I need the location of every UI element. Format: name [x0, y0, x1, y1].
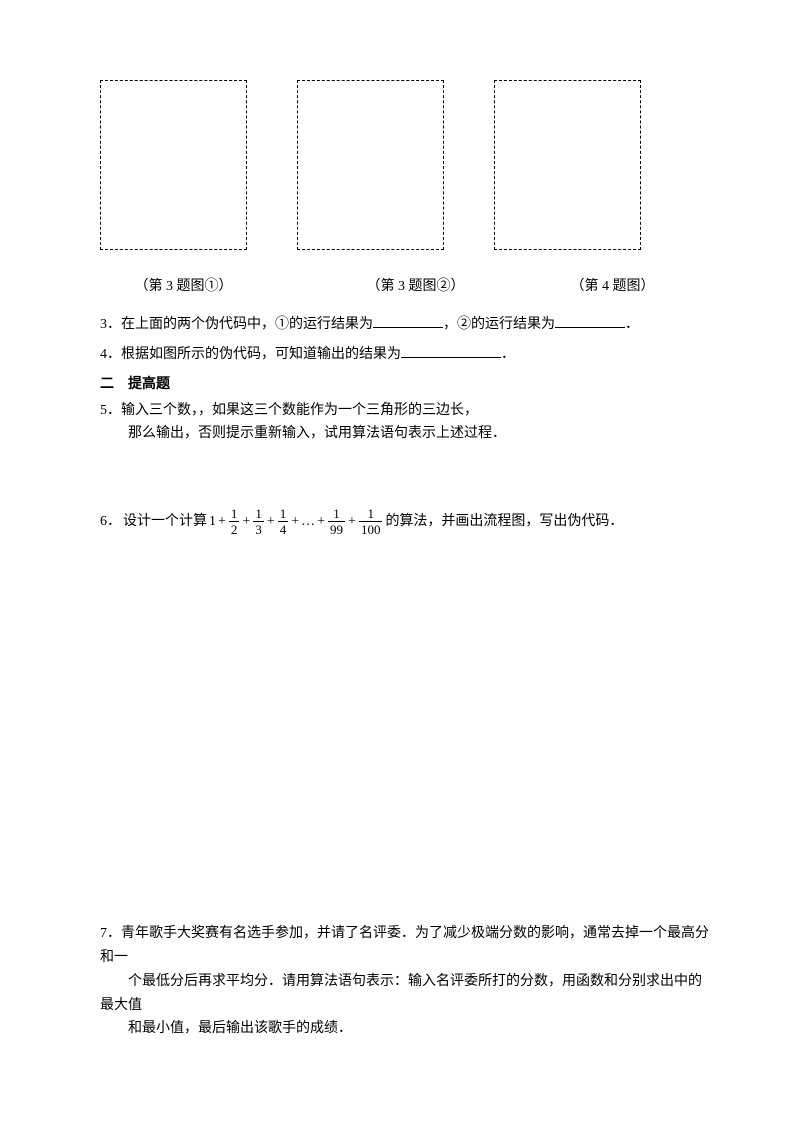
q3-text-c: ．: [625, 317, 639, 332]
dashed-box-2: [297, 80, 444, 250]
q6-f2-num: 1: [253, 507, 264, 521]
q7-line2: 个最低分后再求平均分．请用算法语句表示：输入名评委所打的分数，用函数和分别求出中…: [100, 974, 702, 1013]
q6-f5-den: 100: [359, 521, 383, 536]
q6-f1-num: 1: [229, 507, 240, 521]
q6-dots: …: [301, 510, 315, 534]
q7-line1: 青年歌手大奖赛有名选手参加，并请了名评委．为了减少极端分数的影响，通常去掉一个最…: [100, 926, 709, 965]
q3-blank-2: [555, 314, 625, 328]
caption-q4: （第 4 题图）: [539, 275, 686, 295]
dashed-box-1: [100, 80, 247, 250]
q6-frac-4: 199: [328, 507, 345, 536]
q5-number: 5．: [100, 403, 121, 418]
captions-row: （第 3 题图①） （第 3 题图②） （第 4 题图）: [100, 275, 710, 295]
q6-frac-1: 12: [229, 507, 240, 536]
caption-q3-1: （第 3 题图①）: [110, 275, 257, 295]
q5-line1: 输入三个数，，如果这三个数能作为一个三角形的三边长，: [121, 403, 478, 418]
q6-f3-num: 1: [278, 507, 289, 521]
q3-text-b: ，②的运行结果为: [443, 317, 555, 332]
q3-blank-1: [373, 314, 443, 328]
q6-frac-3: 14: [278, 507, 289, 536]
q6-plus-1: +: [218, 510, 226, 534]
q6-one: 1: [209, 510, 216, 534]
question-6: 6． 设计一个计算 1 + 12 + 13 + 14 + … + 199 + 1…: [100, 507, 710, 536]
q6-plus-6: +: [348, 510, 356, 534]
question-7: 7．青年歌手大奖赛有名选手参加，并请了名评委．为了减少极端分数的影响，通常去掉一…: [100, 922, 710, 1041]
q6-plus-2: +: [242, 510, 250, 534]
q6-suffix: 的算法，并画出流程图，写出伪代码．: [385, 510, 623, 534]
q6-f4-num: 1: [328, 507, 345, 521]
q6-prefix: 设计一个计算: [123, 510, 207, 534]
q7-number: 7．: [100, 926, 121, 941]
q6-frac-5: 1100: [359, 507, 383, 536]
q6-plus-4: +: [291, 510, 299, 534]
q4-text-a: 根据如图所示的伪代码，可知道输出的结果为: [121, 347, 401, 362]
gap-after-q6: [100, 542, 710, 922]
q6-f5-num: 1: [359, 507, 383, 521]
q6-number: 6．: [100, 510, 121, 534]
dashed-boxes-row: [100, 80, 710, 250]
question-3: 3．在上面的两个伪代码中，①的运行结果为 ，②的运行结果为 ．: [100, 313, 710, 337]
q7-line3: 和最小值，最后输出该歌手的成绩．: [100, 1021, 352, 1036]
q3-text-a: 在上面的两个伪代码中，①的运行结果为: [121, 317, 373, 332]
q3-number: 3．: [100, 317, 121, 332]
q6-frac-2: 13: [253, 507, 264, 536]
q4-text-b: ．: [501, 347, 515, 362]
q4-blank: [401, 344, 501, 358]
q5-line2: 那么输出，否则提示重新输入，试用算法语句表示上述过程．: [100, 426, 506, 441]
q6-f4-den: 99: [328, 521, 345, 536]
question-5: 5．输入三个数，，如果这三个数能作为一个三角形的三边长， 那么输出，否则提示重新…: [100, 399, 710, 447]
q6-plus-3: +: [267, 510, 275, 534]
q6-f2-den: 3: [253, 521, 264, 536]
caption-q3-2: （第 3 题图②）: [342, 275, 489, 295]
section-2-heading: 二 提高题: [100, 373, 710, 393]
q6-f1-den: 2: [229, 521, 240, 536]
q4-number: 4．: [100, 347, 121, 362]
dashed-box-3: [494, 80, 641, 250]
q6-plus-5: +: [317, 510, 325, 534]
question-4: 4．根据如图所示的伪代码，可知道输出的结果为 ．: [100, 343, 710, 367]
gap-after-q5: [100, 452, 710, 507]
q6-f3-den: 4: [278, 521, 289, 536]
